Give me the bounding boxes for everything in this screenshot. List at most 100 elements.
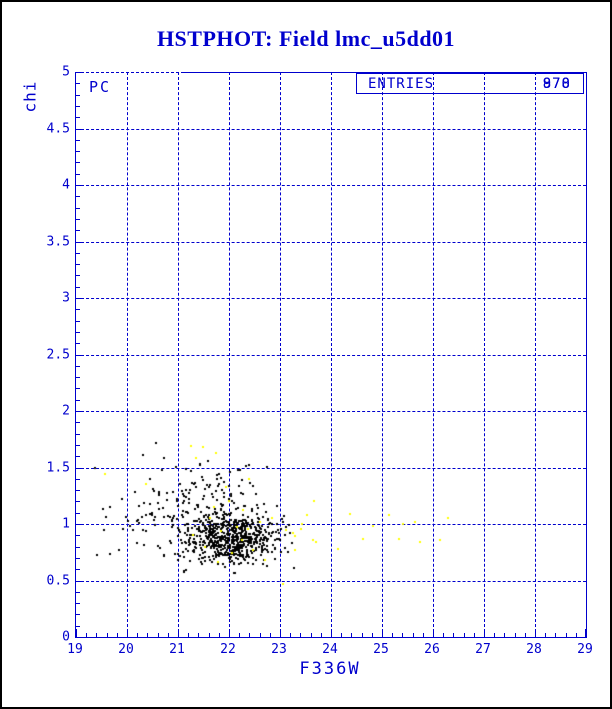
x-minor-tick (351, 633, 353, 637)
y-tick-label: 1 (62, 516, 70, 532)
y-minor-tick (76, 603, 80, 605)
y-minor-tick (76, 591, 80, 593)
y-minor-tick (76, 105, 80, 107)
x-minor-tick (116, 633, 118, 637)
x-minor-tick (555, 633, 557, 637)
x-minor-tick (361, 633, 363, 637)
y-tick-label: 3 (62, 290, 70, 306)
x-minor-tick (545, 633, 547, 637)
x-minor-tick (463, 633, 465, 637)
y-minor-tick (76, 320, 80, 322)
x-tick-label: 21 (169, 642, 185, 657)
x-minor-tick (310, 633, 312, 637)
entries-box: ENTRIES 978 870 (356, 73, 584, 94)
x-minor-tick (198, 633, 200, 637)
y-minor-tick (76, 173, 80, 175)
x-axis-label: F336W (299, 659, 361, 679)
x-tick-label: 29 (577, 642, 593, 657)
y-minor-tick (76, 117, 80, 119)
x-major-tick (76, 629, 77, 637)
y-minor-tick (76, 625, 80, 627)
plot-frame: PC ENTRIES 978 870 (75, 72, 587, 638)
x-tick-label: 19 (67, 642, 83, 657)
y-minor-tick (76, 343, 80, 345)
x-minor-tick (341, 633, 343, 637)
y-minor-tick (76, 490, 80, 492)
x-minor-tick (137, 633, 139, 637)
x-minor-tick (494, 633, 496, 637)
x-minor-tick (524, 633, 526, 637)
scatter-points-canvas (76, 72, 586, 637)
x-tick-label: 28 (526, 642, 542, 657)
y-major-tick (76, 524, 84, 525)
x-minor-tick (371, 633, 373, 637)
y-major-tick (76, 637, 84, 638)
x-tick-label: 26 (424, 642, 440, 657)
y-minor-tick (76, 252, 80, 254)
x-minor-tick (188, 633, 190, 637)
y-tick-label: 1.5 (46, 460, 70, 475)
x-minor-tick (473, 633, 475, 637)
x-minor-tick (443, 633, 445, 637)
y-minor-tick (76, 535, 80, 537)
x-major-tick (331, 629, 332, 637)
y-tick-label: 2.5 (46, 347, 70, 362)
x-tick-label: 25 (373, 642, 389, 657)
x-major-tick (127, 629, 128, 637)
y-minor-tick (76, 365, 80, 367)
entries-count-value-2: 870 (542, 76, 571, 92)
page-title: HSTPHOT: Field lmc_u5dd01 (156, 26, 456, 51)
x-major-tick (178, 629, 179, 637)
y-tick-label: 4.5 (46, 121, 70, 136)
x-minor-tick (106, 633, 108, 637)
x-tick-label: 24 (322, 642, 338, 657)
y-minor-tick (76, 377, 80, 379)
y-tick-label: 4 (62, 177, 70, 193)
y-major-tick (76, 298, 84, 299)
y-tick-label: 0 (62, 629, 70, 645)
y-minor-tick (76, 546, 80, 548)
x-major-tick (535, 629, 536, 637)
entries-count-value-1: 978 (542, 76, 571, 92)
y-minor-tick (76, 614, 80, 616)
y-major-tick (76, 241, 84, 243)
y-minor-tick (76, 196, 80, 198)
x-minor-tick (422, 633, 424, 637)
y-tick-label: 3.5 (46, 234, 70, 249)
y-minor-tick (76, 444, 80, 446)
y-major-tick (76, 128, 84, 130)
x-minor-tick (565, 633, 567, 637)
x-major-tick (433, 629, 434, 637)
y-minor-tick (76, 422, 80, 424)
y-major-tick (76, 354, 84, 356)
x-major-tick (280, 629, 281, 637)
x-minor-tick (239, 633, 241, 637)
y-minor-tick (76, 151, 80, 153)
x-minor-tick (157, 633, 159, 637)
y-tick-label: 0.5 (46, 573, 70, 588)
y-minor-tick (76, 218, 80, 220)
x-minor-tick (290, 633, 292, 637)
x-major-tick (585, 629, 586, 637)
x-minor-tick (259, 633, 261, 637)
y-minor-tick (76, 83, 80, 85)
x-tick-label: 20 (118, 642, 134, 657)
y-minor-tick (76, 264, 80, 266)
x-minor-tick (402, 633, 404, 637)
x-major-tick (382, 629, 383, 637)
x-minor-tick (218, 633, 220, 637)
y-minor-tick (76, 501, 80, 503)
y-major-tick (76, 72, 84, 73)
y-minor-tick (76, 139, 80, 141)
x-minor-tick (575, 633, 577, 637)
x-minor-tick (300, 633, 302, 637)
x-minor-tick (167, 633, 169, 637)
y-minor-tick (76, 478, 80, 480)
y-minor-tick (76, 569, 80, 571)
x-major-tick (484, 629, 485, 637)
y-minor-tick (76, 512, 80, 514)
y-minor-tick (76, 557, 80, 559)
y-major-tick (76, 467, 84, 469)
entries-label: ENTRIES (368, 76, 435, 92)
